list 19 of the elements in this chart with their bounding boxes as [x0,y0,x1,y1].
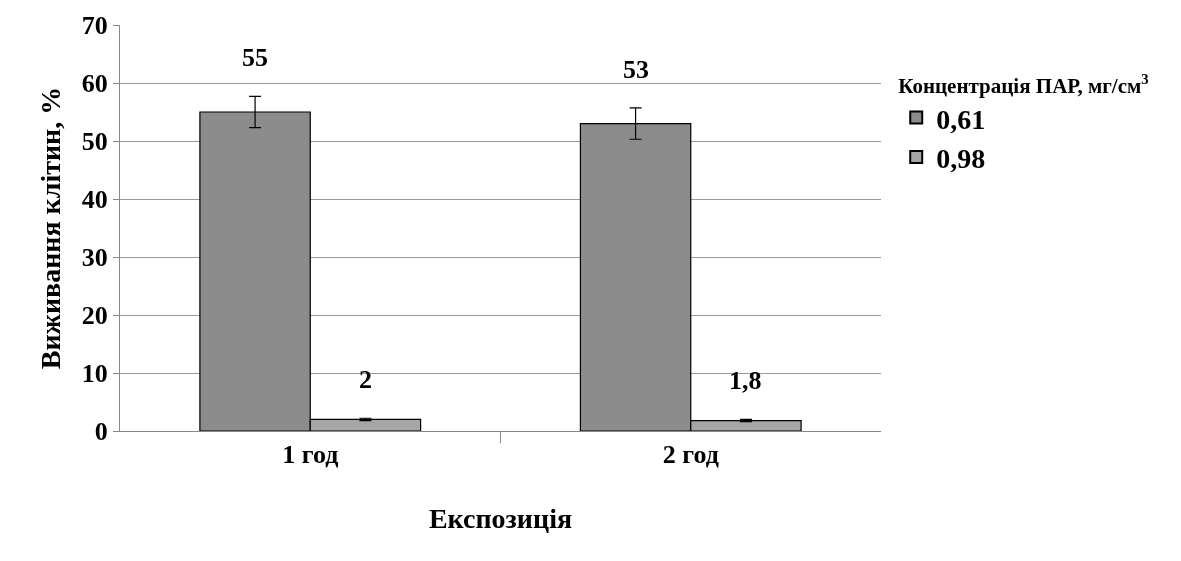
x-tick-label: 1 год [282,440,339,470]
y-tick-label: 20 [81,301,108,331]
y-tick-label: 30 [81,243,108,273]
data-label: 2 [359,365,372,394]
x-axis-title: Експозиція [428,503,573,535]
data-label: 53 [623,55,649,84]
legend-label: 0,61 [936,103,986,135]
y-tick-label: 0 [94,417,108,447]
y-tick-label: 50 [81,127,108,157]
y-axis-title: Виживання клітин, % [35,86,67,370]
legend-title: Концентрація ПАР, мг/см$^{3}$ [898,71,1149,98]
legend-label: 0,98 [936,142,986,174]
y-tick-label: 60 [81,69,108,99]
y-tick-label: 40 [81,185,108,215]
x-tick-label: 2 год [662,440,719,470]
data-label: 1,8 [729,366,762,395]
y-tick-label: 10 [81,359,108,389]
y-tick-label: 70 [81,11,108,41]
data-label: 55 [242,43,268,72]
